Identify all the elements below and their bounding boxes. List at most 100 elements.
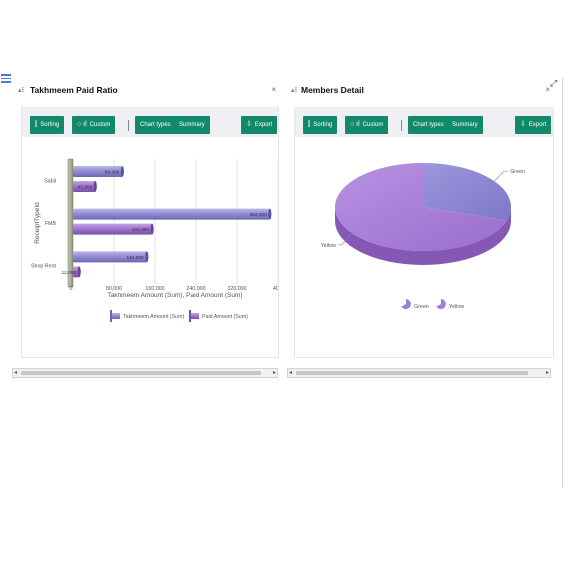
chart-types-button[interactable]: Chart types [135,116,176,134]
y-tick-label: FMB [45,221,57,227]
pie-leader-line [337,232,353,246]
chart-toolbar: ⫿ Sorting ○ ıl Custom Chart types Summary … [295,107,553,137]
chart-bars: Sabil 96,300 43,300 FMB 384,000 154,300 Shop R… [31,166,272,278]
export-button[interactable]: ⇩ Export [241,116,278,134]
x-axis-label: Takhmeem Amount (Sum), Paid Amount (Sum) [107,292,242,299]
pie-slice[interactable] [335,163,507,251]
legend-label-green: Green [414,304,429,310]
y-tick-label: Shop Rent [31,264,57,270]
scroll-left-icon[interactable]: ◂ [289,370,293,376]
pie-side-wall [335,207,511,265]
scroll-right-icon[interactable]: ▸ [545,370,549,376]
scrollbar-thumb[interactable] [296,371,528,375]
chart-gridlines [113,159,278,287]
custom-button[interactable]: ○ ıl Custom [345,116,389,134]
y-tick-label: Sabil [44,178,56,184]
pie-labels: Green Yellow [321,169,525,249]
sorting-button[interactable]: ⫿ Sorting [30,116,65,134]
export-icon: ⇩ [246,121,252,128]
bar-end-cap [268,208,272,220]
panel-header: ▴ ⁝⁝ Members Detail × [287,82,552,100]
toolbar-divider [128,120,129,131]
bar-end-cap [150,223,154,235]
drag-handle-icon[interactable]: ▴ ⁝⁝ [18,87,25,94]
x-tick-label: 80,000 [106,286,122,292]
x-tick-label: 0 [70,286,73,292]
bar-data-label: 96,300 [105,170,120,176]
custom-label: Custom [362,122,384,128]
bar-data-label: 384,000 [249,212,267,218]
y-axis-label: ReceiptTypeId [34,202,41,244]
close-icon[interactable]: × [271,85,276,94]
sort-icon: ⫿ [35,121,38,128]
pie-slice[interactable] [423,163,511,221]
bar-data-label: 12,000 [61,270,76,276]
panel-body: ⫿ Sorting ○ ıl Custom Chart types Summary … [21,107,279,358]
bar-data-label: 144,000 [126,255,144,261]
x-axis-ticks: 0 80,000 160,000 240,000 320,000 400, [70,286,278,292]
pie-slices [335,163,511,265]
export-button[interactable]: ⇩ Export [515,116,552,134]
legend-swatch-takhmeem [110,313,120,319]
scrollbar-thumb[interactable] [21,371,261,375]
right-horizontal-scrollbar[interactable]: ◂ ▸ [287,368,551,378]
legend-swatch-green [401,299,411,309]
bar[interactable] [73,166,123,177]
sorting-label: Sorting [40,122,60,128]
bar[interactable] [73,223,153,235]
members-panel: ▴ ⁝⁝ Members Detail × ⫿ Sorting ○ ıl Custo… [287,82,554,382]
toolbar-divider [401,120,402,131]
panel-title: Members Detail [301,85,364,95]
legend-swatch-yellow [436,299,446,309]
close-icon[interactable]: × [545,85,550,94]
sorting-button[interactable]: ⫿ Sorting [303,116,338,134]
chart-axis-wall [67,158,74,288]
legend-label-takhmeem: Takhmeem Amount (Sum) [123,314,184,320]
fullscreen-icon[interactable]: ⤢ [550,78,558,88]
legend-bar-icon-takhmeem [110,310,112,322]
pie-legend: Green Yellow [401,299,464,310]
x-tick-label: 240,000 [186,286,205,292]
bar[interactable] [73,251,147,263]
legend-bar-icon-paid [189,310,191,322]
scroll-left-icon[interactable]: ◂ [14,370,18,376]
pie-slice-label: Yellow [321,243,336,249]
drag-handle-icon[interactable]: ▴ ⁝⁝ [291,87,298,94]
hamburger-menu-icon[interactable] [1,74,11,83]
takhmeem-panel: ▴ ⁝⁝ Takhmeem Paid Ratio × ⫿ Sorting ○ ıl… [14,82,279,382]
summary-button[interactable]: Summary [174,116,210,134]
export-label: Export [254,122,273,128]
bar[interactable] [73,266,80,278]
panel-title: Takhmeem Paid Ratio [30,85,118,95]
x-tick-label: 320,000 [227,286,246,292]
legend-label-paid: Paid Amount (Sum) [202,314,248,320]
left-horizontal-scrollbar[interactable]: ◂ ▸ [12,368,278,378]
bar[interactable] [73,181,96,192]
sorting-label: Sorting [313,122,333,128]
export-label: Export [528,122,547,128]
summary-label: Summary [179,122,205,128]
bar[interactable] [73,208,270,220]
pie-chart: Green Yellow Green Yellow [321,163,525,310]
summary-label: Summary [452,122,478,128]
chart-types-button[interactable]: Chart types [408,116,449,134]
x-tick-label: 160,000 [145,286,164,292]
custom-icon: ○ ıl [350,121,360,128]
pie-leader-line [493,170,509,182]
panel-header: ▴ ⁝⁝ Takhmeem Paid Ratio × [14,82,278,100]
bar-data-label: 154,300 [132,227,150,233]
chart-legend: Takhmeem Amount (Sum) Paid Amount (Sum) [110,310,248,322]
bar-end-cap [145,251,149,263]
sort-icon: ⫿ [308,121,311,128]
bar-end-cap [93,181,97,192]
custom-button[interactable]: ○ ıl Custom [72,116,116,134]
frame-border [562,78,563,488]
summary-button[interactable]: Summary [447,116,483,134]
scroll-right-icon[interactable]: ▸ [272,370,276,376]
export-icon: ⇩ [520,121,526,128]
pie-slice-label: Green [510,169,525,175]
x-tick-label: 400, [273,286,278,292]
bar-chart: ReceiptTypeId Sabil 96,300 43,300 FMB 384,00… [31,158,278,322]
panel-body: ⫿ Sorting ○ ıl Custom Chart types Summary … [294,107,554,358]
legend-label-yellow: Yellow [449,304,464,310]
